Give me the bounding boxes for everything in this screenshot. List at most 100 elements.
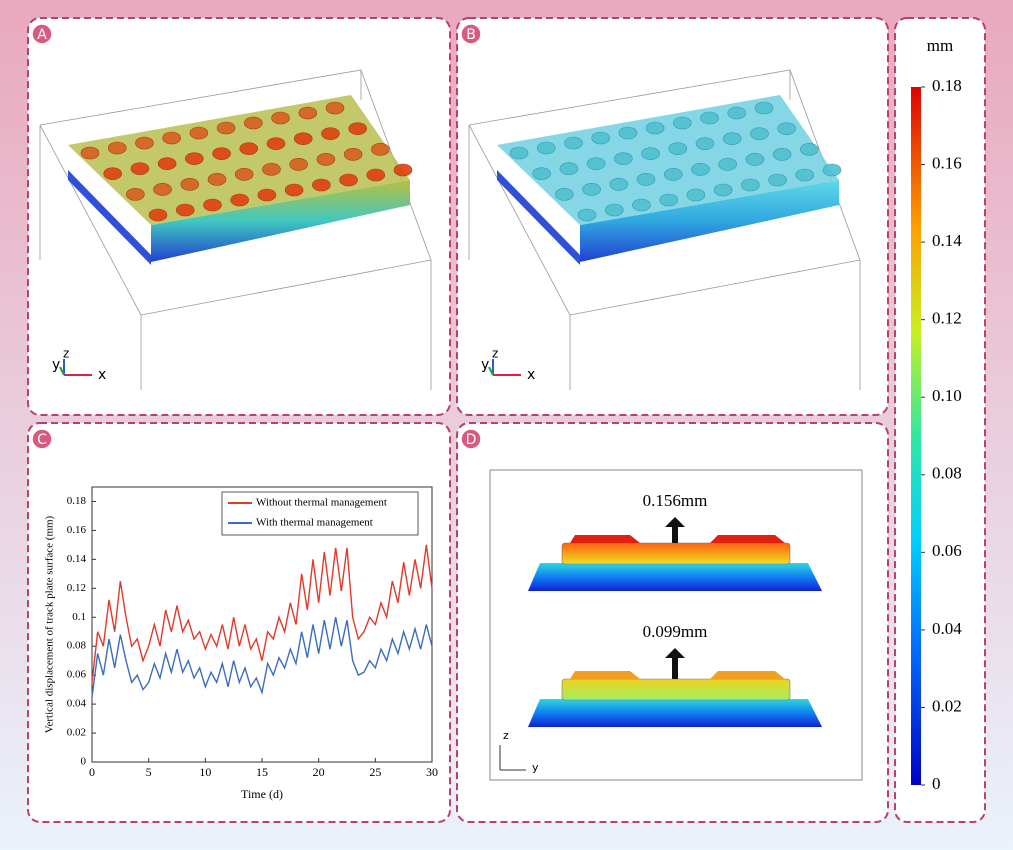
panel-label: B — [466, 27, 476, 43]
y-tick-label: 0.16 — [67, 524, 87, 536]
axis-name: x — [98, 367, 106, 383]
axis-name: x — [527, 367, 535, 383]
panel-badge — [31, 428, 53, 450]
slab-front — [580, 180, 839, 262]
x-tick-label: 5 — [146, 765, 152, 779]
slab-side — [68, 170, 151, 265]
colorbar-title: mm — [927, 36, 953, 55]
y-tick-label: 0.06 — [67, 669, 87, 681]
pad — [582, 183, 601, 196]
pad — [126, 188, 145, 201]
pad — [570, 671, 640, 679]
pad — [609, 178, 629, 191]
pad — [80, 146, 100, 160]
x-tick-label: 10 — [199, 765, 211, 779]
pad — [604, 203, 624, 217]
axis-name: y — [481, 357, 489, 373]
colorbar-tick-label: 0 — [932, 774, 941, 793]
pad — [162, 131, 181, 145]
line — [91, 617, 433, 697]
colorbar-tick-label: 0.10 — [932, 386, 962, 405]
pad — [262, 163, 281, 176]
pad — [348, 122, 367, 135]
pad — [710, 535, 785, 543]
content: A BC Dyzxyzxmm00.020.040.060.080.100.120.1… — [31, 23, 962, 801]
x-axis-label: Time (d) — [241, 787, 283, 801]
pad — [632, 198, 651, 212]
panel-badge — [31, 23, 53, 45]
y-axis-label: Vertical displacement of track plate sur… — [44, 515, 56, 733]
pad — [239, 142, 259, 155]
pad — [266, 137, 286, 150]
pad — [591, 131, 610, 145]
pad — [745, 153, 765, 166]
colorbar-tick-label: 0.02 — [932, 696, 962, 715]
pad — [271, 111, 290, 125]
y-tick-label: 0.14 — [67, 553, 87, 565]
pad — [710, 671, 785, 679]
y-tick-label: 0.02 — [67, 727, 86, 739]
y-tick-label: 0.1 — [72, 611, 86, 623]
panel-label: D — [466, 432, 477, 448]
top-slab — [561, 678, 791, 701]
pad — [339, 173, 358, 187]
pad — [289, 158, 308, 171]
pad — [207, 173, 227, 186]
pad — [203, 198, 222, 212]
pad — [559, 162, 579, 175]
legend-box — [221, 491, 419, 536]
line — [91, 544, 433, 683]
pad — [718, 158, 737, 171]
colorbar-tick-label: 0.18 — [932, 76, 962, 95]
pad — [343, 148, 363, 161]
x-tick-label: 30 — [426, 765, 438, 779]
y-tick-label: 0.18 — [67, 495, 87, 507]
pad — [135, 136, 154, 150]
pad — [284, 183, 304, 197]
y-tick-label: 0 — [81, 756, 87, 768]
box-edge — [140, 259, 432, 316]
pad — [641, 147, 660, 160]
pad — [659, 193, 678, 207]
pad — [577, 208, 597, 222]
pad — [230, 193, 249, 207]
colorbar-tick-label: 0.12 — [932, 309, 962, 328]
pad — [564, 136, 583, 150]
pad — [371, 143, 390, 156]
pad — [673, 116, 692, 130]
pad — [321, 127, 340, 140]
y-tick-label: 0.08 — [67, 640, 87, 652]
colorbar-tick-label: 0.14 — [932, 231, 962, 250]
pad — [795, 168, 815, 182]
pad — [157, 157, 177, 170]
pad — [750, 127, 769, 140]
pad — [754, 101, 774, 115]
slab-top — [68, 95, 410, 225]
pad — [691, 163, 710, 176]
axis-name: y — [532, 761, 539, 774]
pad — [663, 168, 683, 181]
legend-label: Without thermal management — [256, 497, 387, 509]
panel-label: A — [37, 27, 47, 43]
pad — [800, 143, 819, 156]
pad — [772, 148, 792, 161]
pad — [645, 121, 665, 135]
pad — [153, 183, 172, 196]
x-tick-label: 15 — [256, 765, 268, 779]
annotation: 0.099mm — [643, 622, 708, 641]
pad — [366, 168, 386, 182]
colorbar-tick-label: 0.04 — [932, 619, 962, 638]
base — [528, 563, 822, 591]
pad — [316, 153, 336, 166]
pad — [244, 116, 263, 130]
pad — [532, 167, 551, 180]
pad — [393, 163, 413, 177]
pad — [175, 203, 195, 217]
axis-arrow — [59, 366, 65, 376]
axis-name: z — [503, 729, 509, 742]
pad — [536, 141, 556, 155]
pad — [148, 208, 168, 222]
pad — [741, 178, 760, 192]
y-tick-label: 0.12 — [67, 582, 86, 594]
